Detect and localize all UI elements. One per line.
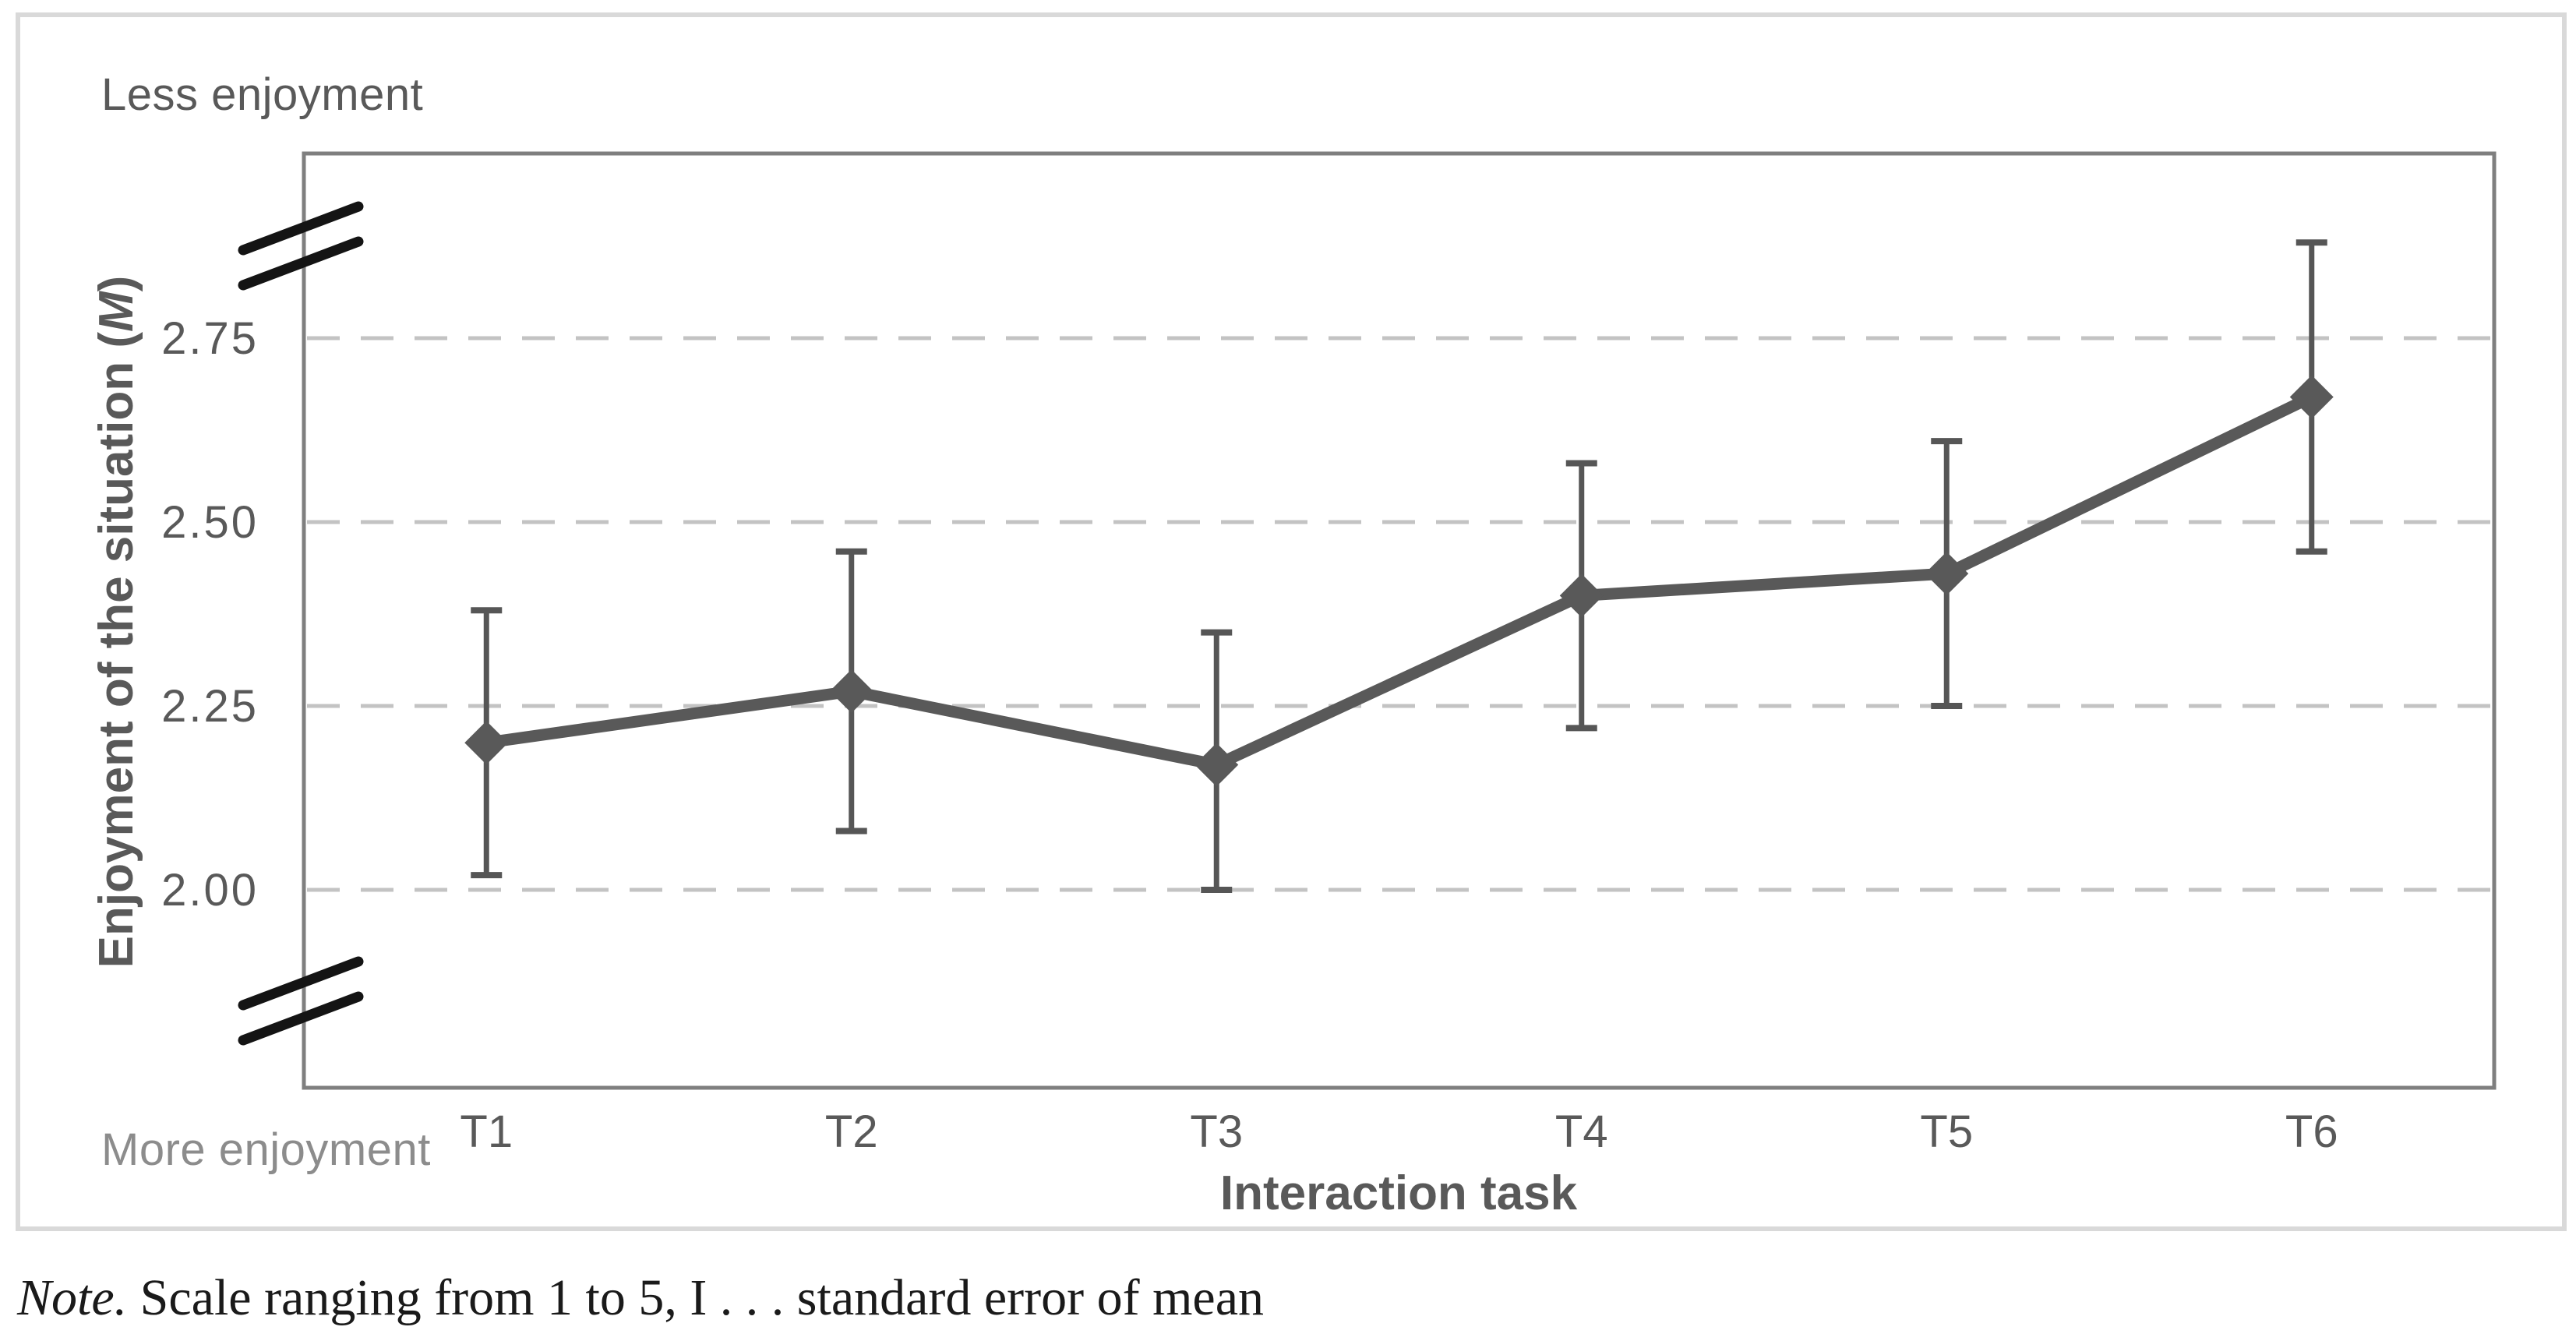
y-tick-label: 2.50 bbox=[161, 497, 259, 548]
data-point-marker bbox=[1194, 743, 1239, 787]
more-enjoyment-annotation: More enjoyment bbox=[101, 1124, 431, 1175]
plot-area-border bbox=[302, 151, 2497, 1090]
less-enjoyment-annotation: Less enjoyment bbox=[101, 69, 424, 120]
x-axis-title: Interaction task bbox=[1220, 1166, 1578, 1220]
figure-border bbox=[16, 12, 2567, 1231]
note-prefix: Note. bbox=[17, 1269, 128, 1326]
gridlines-group bbox=[307, 336, 2492, 892]
x-tick-label: T2 bbox=[825, 1106, 878, 1157]
data-line bbox=[485, 391, 2315, 771]
x-tick-label: T5 bbox=[1920, 1106, 1973, 1157]
data-point-marker bbox=[1559, 573, 1604, 618]
axis-break-slash bbox=[238, 956, 364, 1011]
axis-break-slash bbox=[238, 991, 364, 1046]
note-text: Note. Scale ranging from 1 to 5, I . . .… bbox=[17, 1269, 1264, 1328]
x-tick-label: T1 bbox=[460, 1106, 513, 1157]
axis-break-marks bbox=[238, 201, 364, 1046]
x-tick-label: T3 bbox=[1190, 1106, 1243, 1157]
data-point-marker bbox=[2289, 375, 2334, 419]
x-tick-labels-group: T1 T2 T3 T4 T5 T6 bbox=[460, 1106, 2338, 1157]
data-point-marker bbox=[1925, 552, 1969, 596]
y-tick-label: 2.75 bbox=[161, 313, 259, 364]
axis-break-slash bbox=[238, 236, 364, 291]
data-point-marker bbox=[464, 721, 509, 765]
markers-group bbox=[464, 375, 2334, 787]
y-tick-label: 2.00 bbox=[161, 865, 259, 916]
note-body: Scale ranging from 1 to 5, I . . . stand… bbox=[127, 1269, 1265, 1326]
y-tick-label: 2.25 bbox=[161, 681, 259, 732]
x-tick-label: T4 bbox=[1555, 1106, 1608, 1157]
data-point-marker bbox=[829, 669, 873, 714]
y-tick-labels-group: 2.00 2.25 2.50 2.75 bbox=[161, 313, 259, 916]
axis-break-slash bbox=[238, 201, 364, 256]
x-tick-label: T6 bbox=[2285, 1106, 2338, 1157]
